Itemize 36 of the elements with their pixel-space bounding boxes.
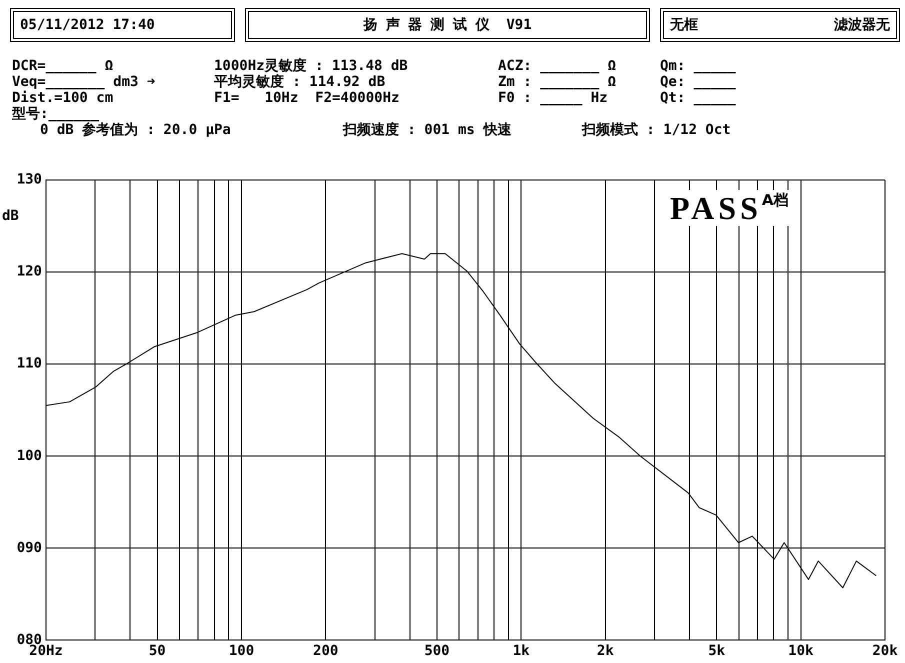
text: 0 dB 参考值为 : 20.0 μPa (40, 122, 231, 138)
text: DCR=______ Ω (12, 58, 114, 74)
text: Qt: _____ (660, 90, 736, 106)
x-tick-label: 100 (228, 643, 254, 660)
chart-title: 扬 声 器 测 试 仪 V91 (245, 8, 650, 42)
text: Dist.=100 cm (12, 90, 114, 106)
text: Qe: _____ (660, 74, 736, 90)
y-axis-title: dB (2, 208, 19, 224)
text: F1= 10Hz F2=40000Hz (214, 90, 400, 106)
text: Veq=_______ dm3 ➜ (12, 74, 156, 90)
x-tick-label: 10k (788, 643, 814, 660)
y-tick-label: 110 (16, 356, 42, 372)
x-tick-label: 500 (424, 643, 450, 660)
annotation: A档 (762, 191, 788, 209)
text: 无框 (670, 16, 698, 34)
x-tick-label: 50 (148, 643, 166, 660)
y-tick-label: 120 (16, 264, 42, 280)
x-tick-label: 5k (708, 643, 726, 660)
text: Qm: _____ (660, 58, 736, 74)
y-tick-label: 090 (16, 540, 42, 556)
text: 1000Hz灵敏度 : 113.48 dB (214, 58, 408, 74)
text: Zm : _______ Ω (498, 74, 616, 90)
y-tick-label: 130 (16, 172, 42, 188)
x-tick-label: 20k (872, 643, 898, 660)
text: 扫频速度 : 001 ms 快速 (343, 122, 512, 138)
text: 滤波器无 (834, 16, 890, 34)
text: 扫频模式 : 1/12 Oct (582, 122, 731, 138)
text: F0 : _____ Hz (498, 90, 608, 106)
text: 型号:______ (12, 106, 100, 122)
x-tick-label: 2k (596, 643, 614, 660)
text: 平均灵敏度 : 114.92 dB (214, 74, 386, 90)
y-tick-label: 100 (16, 448, 42, 464)
x-tick-label: 200 (313, 643, 338, 660)
text: 05/11/2012 17:40 (10, 8, 235, 42)
text: ACZ: _______ Ω (498, 58, 616, 74)
x-tick-label: 1k (512, 643, 530, 660)
